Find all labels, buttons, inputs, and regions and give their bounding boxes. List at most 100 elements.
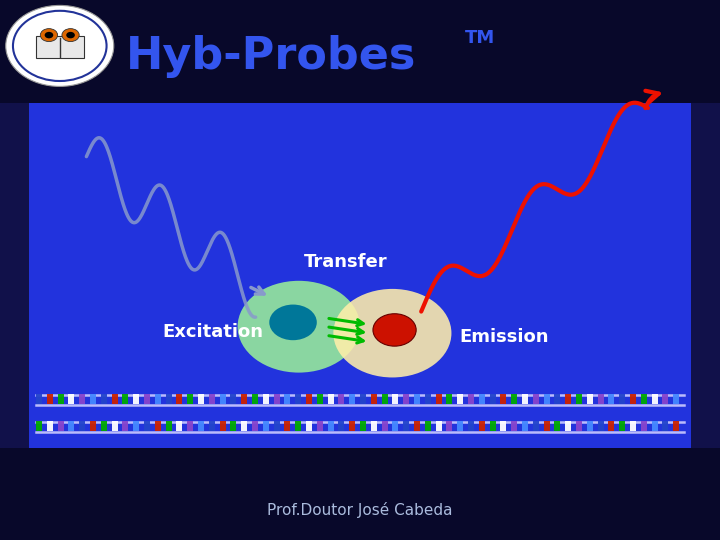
Text: Transfer: Transfer — [304, 253, 387, 271]
Bar — [338, 421, 344, 431]
Bar — [533, 421, 539, 431]
Bar — [382, 421, 387, 431]
Bar — [101, 421, 107, 431]
Bar — [457, 394, 463, 404]
Bar — [187, 394, 193, 404]
Bar — [36, 394, 42, 404]
Bar — [284, 394, 290, 404]
Bar — [328, 421, 333, 431]
Bar — [652, 394, 657, 404]
Bar — [360, 394, 366, 404]
Bar — [133, 421, 139, 431]
Bar — [554, 394, 560, 404]
Circle shape — [269, 305, 317, 340]
Bar — [112, 421, 117, 431]
Bar — [338, 394, 344, 404]
Bar — [619, 421, 625, 431]
Bar — [79, 394, 85, 404]
Bar — [349, 394, 355, 404]
Bar — [122, 394, 128, 404]
Bar — [500, 394, 506, 404]
Bar — [155, 421, 161, 431]
Bar — [565, 421, 571, 431]
Bar — [176, 421, 182, 431]
Bar — [187, 421, 193, 431]
Bar — [425, 421, 431, 431]
Bar — [371, 394, 377, 404]
Text: Prof.Doutor José Cabeda: Prof.Doutor José Cabeda — [267, 502, 453, 518]
Bar — [392, 421, 398, 431]
Bar — [198, 421, 204, 431]
Bar — [522, 421, 528, 431]
Bar — [382, 394, 387, 404]
Bar — [522, 394, 528, 404]
Bar — [58, 394, 63, 404]
Bar — [608, 394, 614, 404]
Bar — [619, 394, 625, 404]
Bar — [414, 394, 420, 404]
Circle shape — [6, 5, 114, 86]
Bar — [490, 394, 495, 404]
Text: Excitation: Excitation — [162, 323, 263, 341]
Bar — [295, 421, 301, 431]
Bar — [468, 394, 474, 404]
Bar — [317, 394, 323, 404]
Bar — [166, 394, 171, 404]
Bar — [209, 421, 215, 431]
Bar — [641, 394, 647, 404]
Bar — [317, 421, 323, 431]
FancyBboxPatch shape — [691, 103, 720, 448]
Bar — [122, 421, 128, 431]
Bar — [144, 394, 150, 404]
Bar — [403, 394, 409, 404]
Bar — [360, 421, 366, 431]
Bar — [155, 394, 161, 404]
Bar — [295, 394, 301, 404]
Bar — [403, 421, 409, 431]
Bar — [587, 394, 593, 404]
Bar — [198, 394, 204, 404]
Bar — [306, 421, 312, 431]
Bar — [284, 421, 290, 431]
Bar — [490, 421, 495, 431]
Bar — [608, 421, 614, 431]
FancyBboxPatch shape — [36, 36, 84, 58]
Bar — [641, 421, 647, 431]
Bar — [349, 421, 355, 431]
Circle shape — [238, 281, 360, 373]
Bar — [446, 394, 452, 404]
Bar — [101, 394, 107, 404]
Bar — [371, 421, 377, 431]
Bar — [230, 394, 236, 404]
Bar — [533, 394, 539, 404]
Bar — [425, 394, 431, 404]
Text: Emission: Emission — [459, 328, 549, 347]
Bar — [58, 421, 63, 431]
Bar — [274, 421, 279, 431]
Bar — [662, 394, 668, 404]
Bar — [673, 421, 679, 431]
Bar — [209, 394, 215, 404]
Bar — [176, 394, 182, 404]
Bar — [576, 394, 582, 404]
Bar — [598, 394, 603, 404]
Bar — [79, 421, 85, 431]
Bar — [306, 394, 312, 404]
Bar — [479, 421, 485, 431]
Bar — [328, 394, 333, 404]
Bar — [511, 421, 517, 431]
Bar — [90, 421, 96, 431]
Bar — [662, 421, 668, 431]
Bar — [68, 394, 74, 404]
Bar — [479, 394, 485, 404]
Bar — [263, 394, 269, 404]
Bar — [414, 421, 420, 431]
Circle shape — [62, 29, 79, 42]
Bar — [587, 421, 593, 431]
Text: Hyb-Probes: Hyb-Probes — [126, 35, 416, 78]
Circle shape — [45, 32, 53, 38]
Bar — [544, 421, 549, 431]
Bar — [220, 421, 225, 431]
Bar — [230, 421, 236, 431]
Bar — [112, 394, 117, 404]
